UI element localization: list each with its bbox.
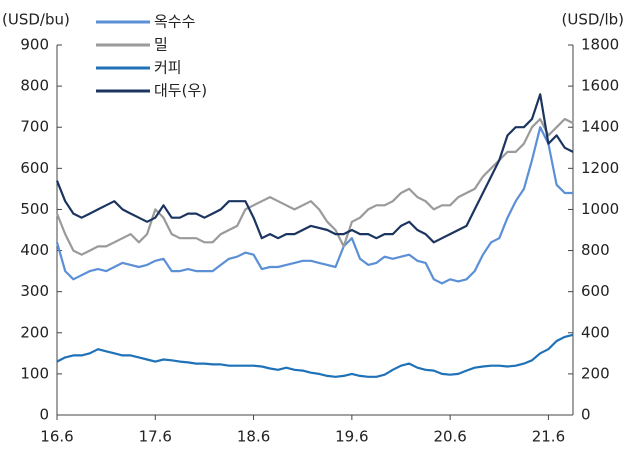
legend-label: 밀 [154, 36, 168, 54]
x-tick-label: 21.6 [532, 428, 565, 446]
x-tick-label: 17.6 [139, 428, 172, 446]
series-line [55, 126, 573, 285]
y-tick-label: 600 [20, 159, 49, 177]
y2-tick-label: 1000 [581, 200, 619, 218]
y2-tick-label: 1600 [581, 77, 619, 95]
y2-tick-label: 1200 [581, 159, 619, 177]
y-tick-label: 900 [20, 36, 49, 54]
y-tick-label: 800 [20, 77, 49, 95]
series-line [56, 333, 574, 378]
y2-tick-label: 200 [581, 364, 610, 382]
y-tick-label: 100 [20, 364, 49, 382]
series-line [55, 93, 574, 244]
y-tick-label: 500 [20, 200, 49, 218]
y-tick-label: 400 [20, 241, 49, 259]
y2-tick-label: 0 [581, 406, 591, 424]
series-line [55, 117, 574, 256]
y-tick-label: 300 [20, 282, 49, 300]
y-tick-label: 0 [39, 406, 49, 424]
y2-tick-label: 600 [581, 282, 610, 300]
y2-tick-label: 1800 [581, 36, 619, 54]
x-tick-label: 16.6 [40, 428, 73, 446]
y-tick-label: 200 [20, 323, 49, 341]
legend-label: 옥수수 [154, 13, 195, 31]
y2-tick-label: 400 [581, 323, 610, 341]
x-tick-label: 20.6 [433, 428, 466, 446]
x-tick-label: 18.6 [237, 428, 270, 446]
y-axis-title: (USD/bu) [2, 11, 70, 29]
y2-axis-title: (USD/lb) [562, 11, 625, 29]
y2-tick-label: 1400 [581, 118, 619, 136]
x-tick-label: 19.6 [335, 428, 368, 446]
legend-label: 커피 [154, 59, 182, 77]
y-tick-label: 700 [20, 118, 49, 136]
legend-label: 대두(우) [154, 82, 207, 100]
y2-tick-label: 800 [581, 241, 610, 259]
